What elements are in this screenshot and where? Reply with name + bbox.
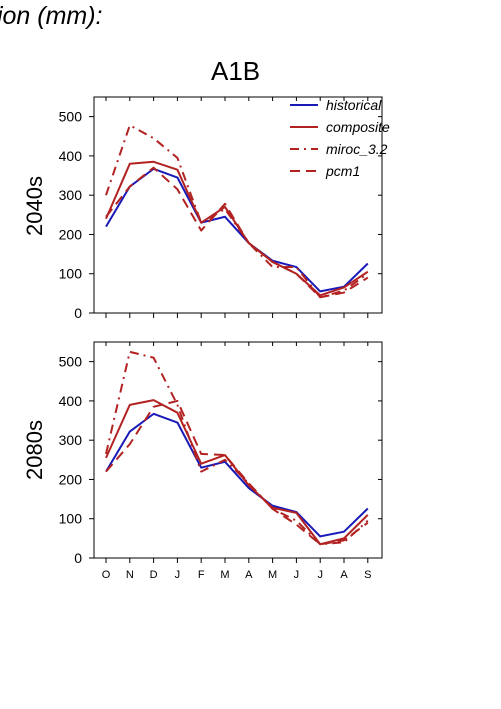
x-tick-label: F [198,569,205,581]
y-tick-label: 300 [59,432,83,448]
y-tick-label: 400 [59,148,83,164]
x-tick-label: M [268,569,277,581]
x-tick-label: M [220,569,229,581]
legend-label: composite [326,119,390,135]
y-tick-label: 0 [74,305,82,321]
x-tick-label: J [294,569,300,581]
figure-title: tion (mm): [0,2,103,30]
y-tick-label: 100 [59,511,83,527]
y-tick-label: 200 [59,226,83,242]
legend-label: miroc_3.2 [326,141,388,157]
x-tick-label: D [150,569,158,581]
series-line-miroc-3-2-2080s [105,350,369,546]
y-tick-label: 500 [59,354,83,370]
panel-frame-2080s [93,341,383,559]
series-line-historical-2080s [105,412,369,538]
y-tick-label: 200 [59,471,83,487]
legend-label: pcm1 [325,163,360,179]
series-line-pcm1-2080s [105,399,369,546]
x-tick-label: N [126,569,134,581]
series-line-historical-2040s [105,167,369,293]
x-tick-label: J [175,569,181,581]
y-tick-label: 500 [59,109,83,125]
x-tick-label: J [317,569,323,581]
y-tick-label: 0 [74,550,82,566]
x-tick-label: A [245,569,253,581]
scenario-title: A1B [211,56,261,86]
panel-frame-2040s [93,96,383,314]
y-tick-label: 300 [59,187,83,203]
series-line-pcm1-2040s [105,166,369,299]
x-tick-label: O [102,569,111,581]
y-tick-label: 100 [59,266,83,282]
legend-label: historical [326,97,382,113]
x-tick-label: S [364,569,371,581]
y-tick-label: 400 [59,393,83,409]
x-tick-label: A [340,569,348,581]
